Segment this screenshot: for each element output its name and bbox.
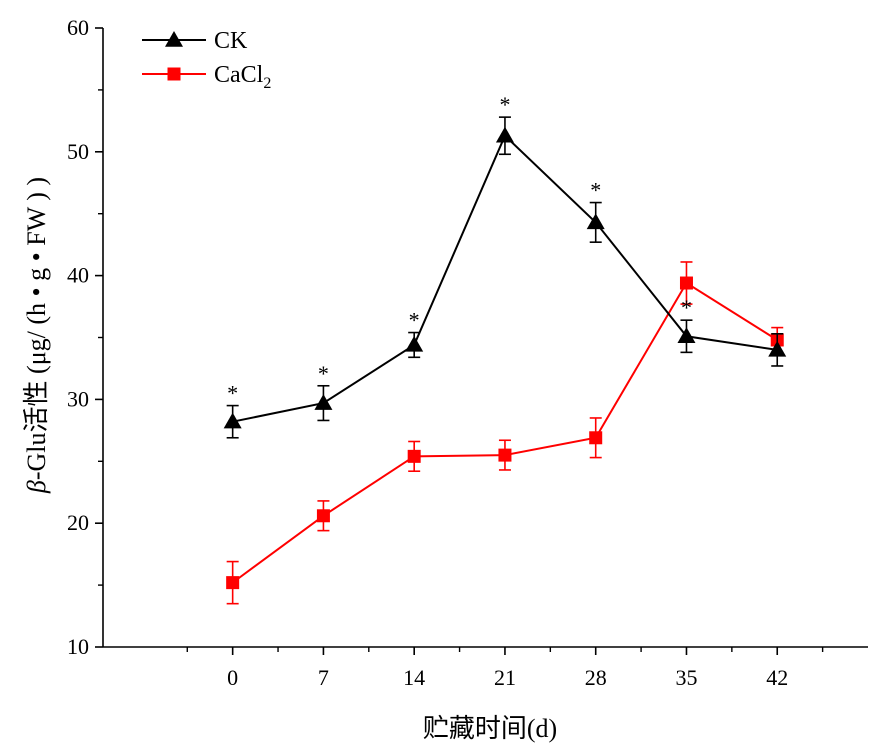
y-axis-title-symbol: β [22, 480, 51, 494]
significance-mark: * [318, 361, 329, 386]
data-point [407, 449, 421, 463]
plot-area: * * * * * * [223, 92, 787, 605]
series-cacl2 [226, 261, 784, 605]
x-tick-label: 42 [766, 665, 788, 690]
y-axis-title-text: -Glu活性 (μg/ (h • g • FW ) ) [22, 177, 51, 480]
y-tick-label: 10 [67, 634, 89, 659]
data-point [495, 126, 514, 143]
data-point [589, 431, 603, 445]
legend-marker [167, 67, 181, 81]
legend-label: CaCl2 [214, 62, 271, 92]
axis-ticks: 10 20 30 40 50 60 0 7 14 21 28 35 42 [67, 15, 824, 690]
data-point [226, 576, 240, 590]
significance-mark: * [499, 92, 510, 117]
data-point [679, 276, 693, 290]
data-point [405, 335, 424, 352]
axes [102, 28, 868, 648]
data-point [498, 448, 512, 462]
y-tick-label: 20 [67, 510, 89, 535]
y-tick-label: 50 [67, 139, 89, 164]
x-tick-label: 0 [227, 665, 238, 690]
data-point [586, 213, 605, 230]
x-tick-label: 7 [318, 665, 329, 690]
y-tick-label: 30 [67, 386, 89, 411]
data-point [223, 412, 242, 429]
x-tick-label: 21 [494, 665, 516, 690]
legend-label-text: CK [214, 28, 248, 54]
series-line [232, 133, 778, 423]
x-tick-label: 35 [675, 665, 697, 690]
significance-mark: * [681, 295, 692, 320]
series-ck: * * * * * * [223, 92, 787, 439]
significance-mark: * [227, 381, 238, 406]
data-point [768, 340, 787, 357]
data-point [316, 509, 330, 523]
y-tick-label: 60 [67, 15, 89, 40]
y-axis-title: β-Glu活性 (μg/ (h • g • FW ) ) [22, 177, 51, 494]
y-tick-label: 40 [67, 263, 89, 288]
significance-mark: * [590, 178, 601, 203]
significance-mark: * [409, 308, 420, 333]
legend-marker [165, 31, 183, 47]
legend-label-subscript: 2 [263, 75, 271, 92]
data-point [314, 394, 333, 410]
x-tick-label: 14 [403, 665, 425, 690]
x-tick-label: 28 [585, 665, 607, 690]
legend-label: CK [214, 28, 248, 54]
legend-label-text: CaCl [214, 62, 264, 88]
legend: CK CaCl2 [142, 28, 271, 92]
series-line [232, 281, 778, 584]
data-point [677, 327, 696, 344]
x-axis-title: 贮藏时间(d) [423, 714, 557, 743]
